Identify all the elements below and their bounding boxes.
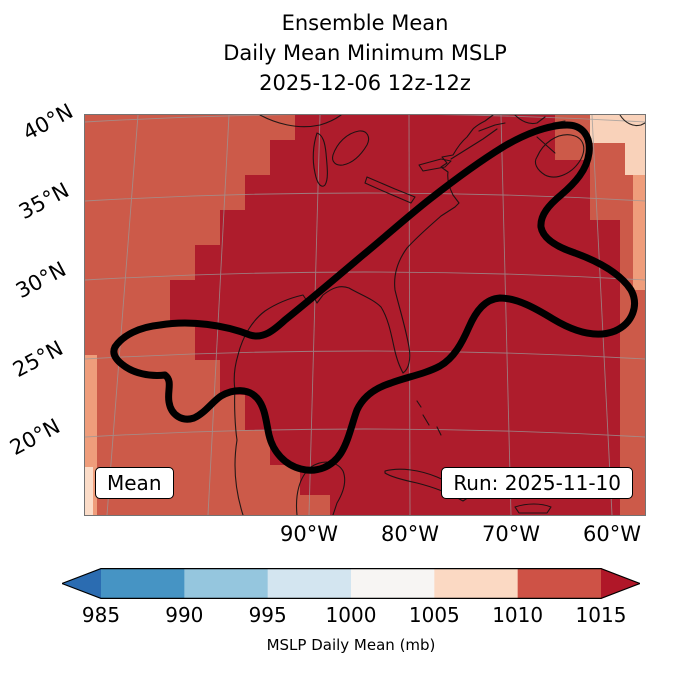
run-label-text: Run: 2025-11-10 [453,471,621,495]
lon-tick-label: 60°W [583,522,641,546]
colorbar-tick-label: 990 [165,603,204,627]
colorbar-tick-label: 1000 [325,603,377,627]
colorbar-segment [434,568,519,599]
colorbar-tick-label: 1005 [408,603,460,627]
colorbar-segment [351,568,435,599]
title-line-1: Ensemble Mean [281,11,449,35]
run-label-box: Run: 2025-11-10 [441,467,633,499]
figure-title: Ensemble Mean Daily Mean Minimum MSLP 20… [85,8,645,98]
lat-tick-label: 30°N [11,256,71,304]
title-line-2: Daily Mean Minimum MSLP [223,41,507,65]
mslp-fill-sw-corner [85,467,93,515]
title-line-3: 2025-12-06 12z-12z [259,71,471,95]
colorbar-segment [267,568,352,599]
lon-tick-label: 90°W [280,522,338,546]
colorbar-tick-label: 985 [81,603,121,627]
lon-tick-label: 80°W [381,522,439,546]
colorbar-tick-label: 995 [248,603,287,627]
colorbar: 985 990 995 1000 1005 1010 1015 [60,568,642,627]
lat-tick-label: 20°N [5,413,65,461]
gridlines [85,115,645,515]
mean-label-box: Mean [95,467,174,499]
colorbar-extend-high-arrow [601,568,640,599]
colorbar-tick-label: 1015 [575,603,627,627]
mean-label-text: Mean [107,471,162,495]
colorbar-segment [184,568,269,599]
colorbar-tick-label: 1010 [492,603,544,627]
mslp-fill-high [170,115,620,515]
mslp-fill-low-ne-corner [590,115,645,175]
colorbar-segment [517,568,602,599]
lat-tick-label: 35°N [14,177,74,225]
colorbar-canvas [60,568,642,599]
lat-tick-label: 40°N [18,98,78,146]
lat-tick-label: 25°N [8,335,68,383]
colorbar-label: MSLP Daily Mean (mb) [266,636,436,654]
map-plot: Mean Run: 2025-11-10 [84,114,646,516]
map-canvas [85,115,645,515]
ensemble-contour-outline [110,121,638,474]
coastlines [233,115,645,515]
mslp-fill-ne-edge-strip [633,175,645,290]
colorbar-extend-low-arrow [62,568,101,599]
lon-tick-label: 70°W [482,522,540,546]
colorbar-segment [101,568,185,599]
